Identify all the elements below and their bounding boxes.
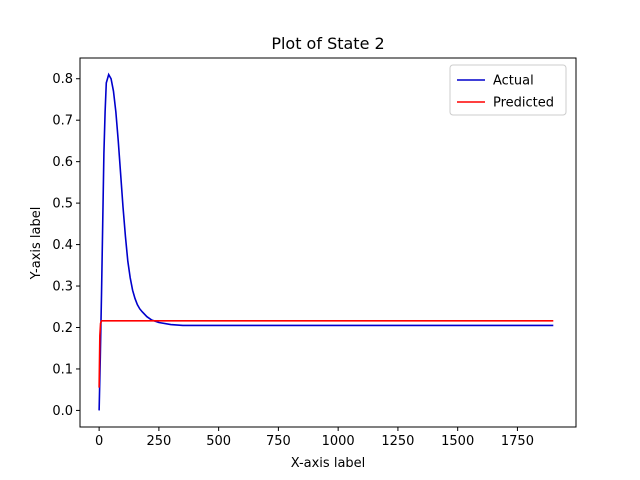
y-tick-label: 0.6 xyxy=(52,155,73,170)
y-axis: 0.0 0.1 0.2 0.3 0.4 0.5 0.6 0.7 0.8 xyxy=(52,72,80,419)
x-axis: 0 250 500 750 1000 1250 1500 1750 xyxy=(95,427,534,449)
y-tick-label: 0.3 xyxy=(52,280,73,295)
legend-label-actual: Actual xyxy=(493,74,534,89)
x-axis-title: X-axis label xyxy=(291,456,366,471)
legend-label-predicted: Predicted xyxy=(493,96,554,111)
x-tick-label: 500 xyxy=(206,434,231,449)
chart-title: Plot of State 2 xyxy=(271,34,384,53)
y-tick-label: 0.2 xyxy=(52,321,73,336)
x-tick-label: 1250 xyxy=(381,434,414,449)
y-tick-label: 0.1 xyxy=(52,362,73,377)
x-tick-label: 1500 xyxy=(441,434,474,449)
plot-series xyxy=(98,72,554,411)
x-tick-label: 1000 xyxy=(322,434,355,449)
x-tick-label: 250 xyxy=(146,434,171,449)
legend: Actual Predicted xyxy=(449,64,567,116)
y-tick-label: 0.7 xyxy=(52,114,73,129)
y-tick-label: 0.4 xyxy=(52,238,73,253)
y-tick-label: 0.8 xyxy=(52,72,73,87)
y-axis-title: Y-axis label xyxy=(29,207,44,281)
x-tick-label: 0 xyxy=(95,434,103,449)
y-tick-label: 0.0 xyxy=(52,404,73,419)
x-tick-label: 1750 xyxy=(501,434,534,449)
series-line-predicted xyxy=(98,320,554,388)
x-tick-label: 750 xyxy=(266,434,291,449)
y-tick-label: 0.5 xyxy=(52,197,73,212)
series-line-actual xyxy=(98,72,554,411)
plot-frame xyxy=(79,57,577,428)
